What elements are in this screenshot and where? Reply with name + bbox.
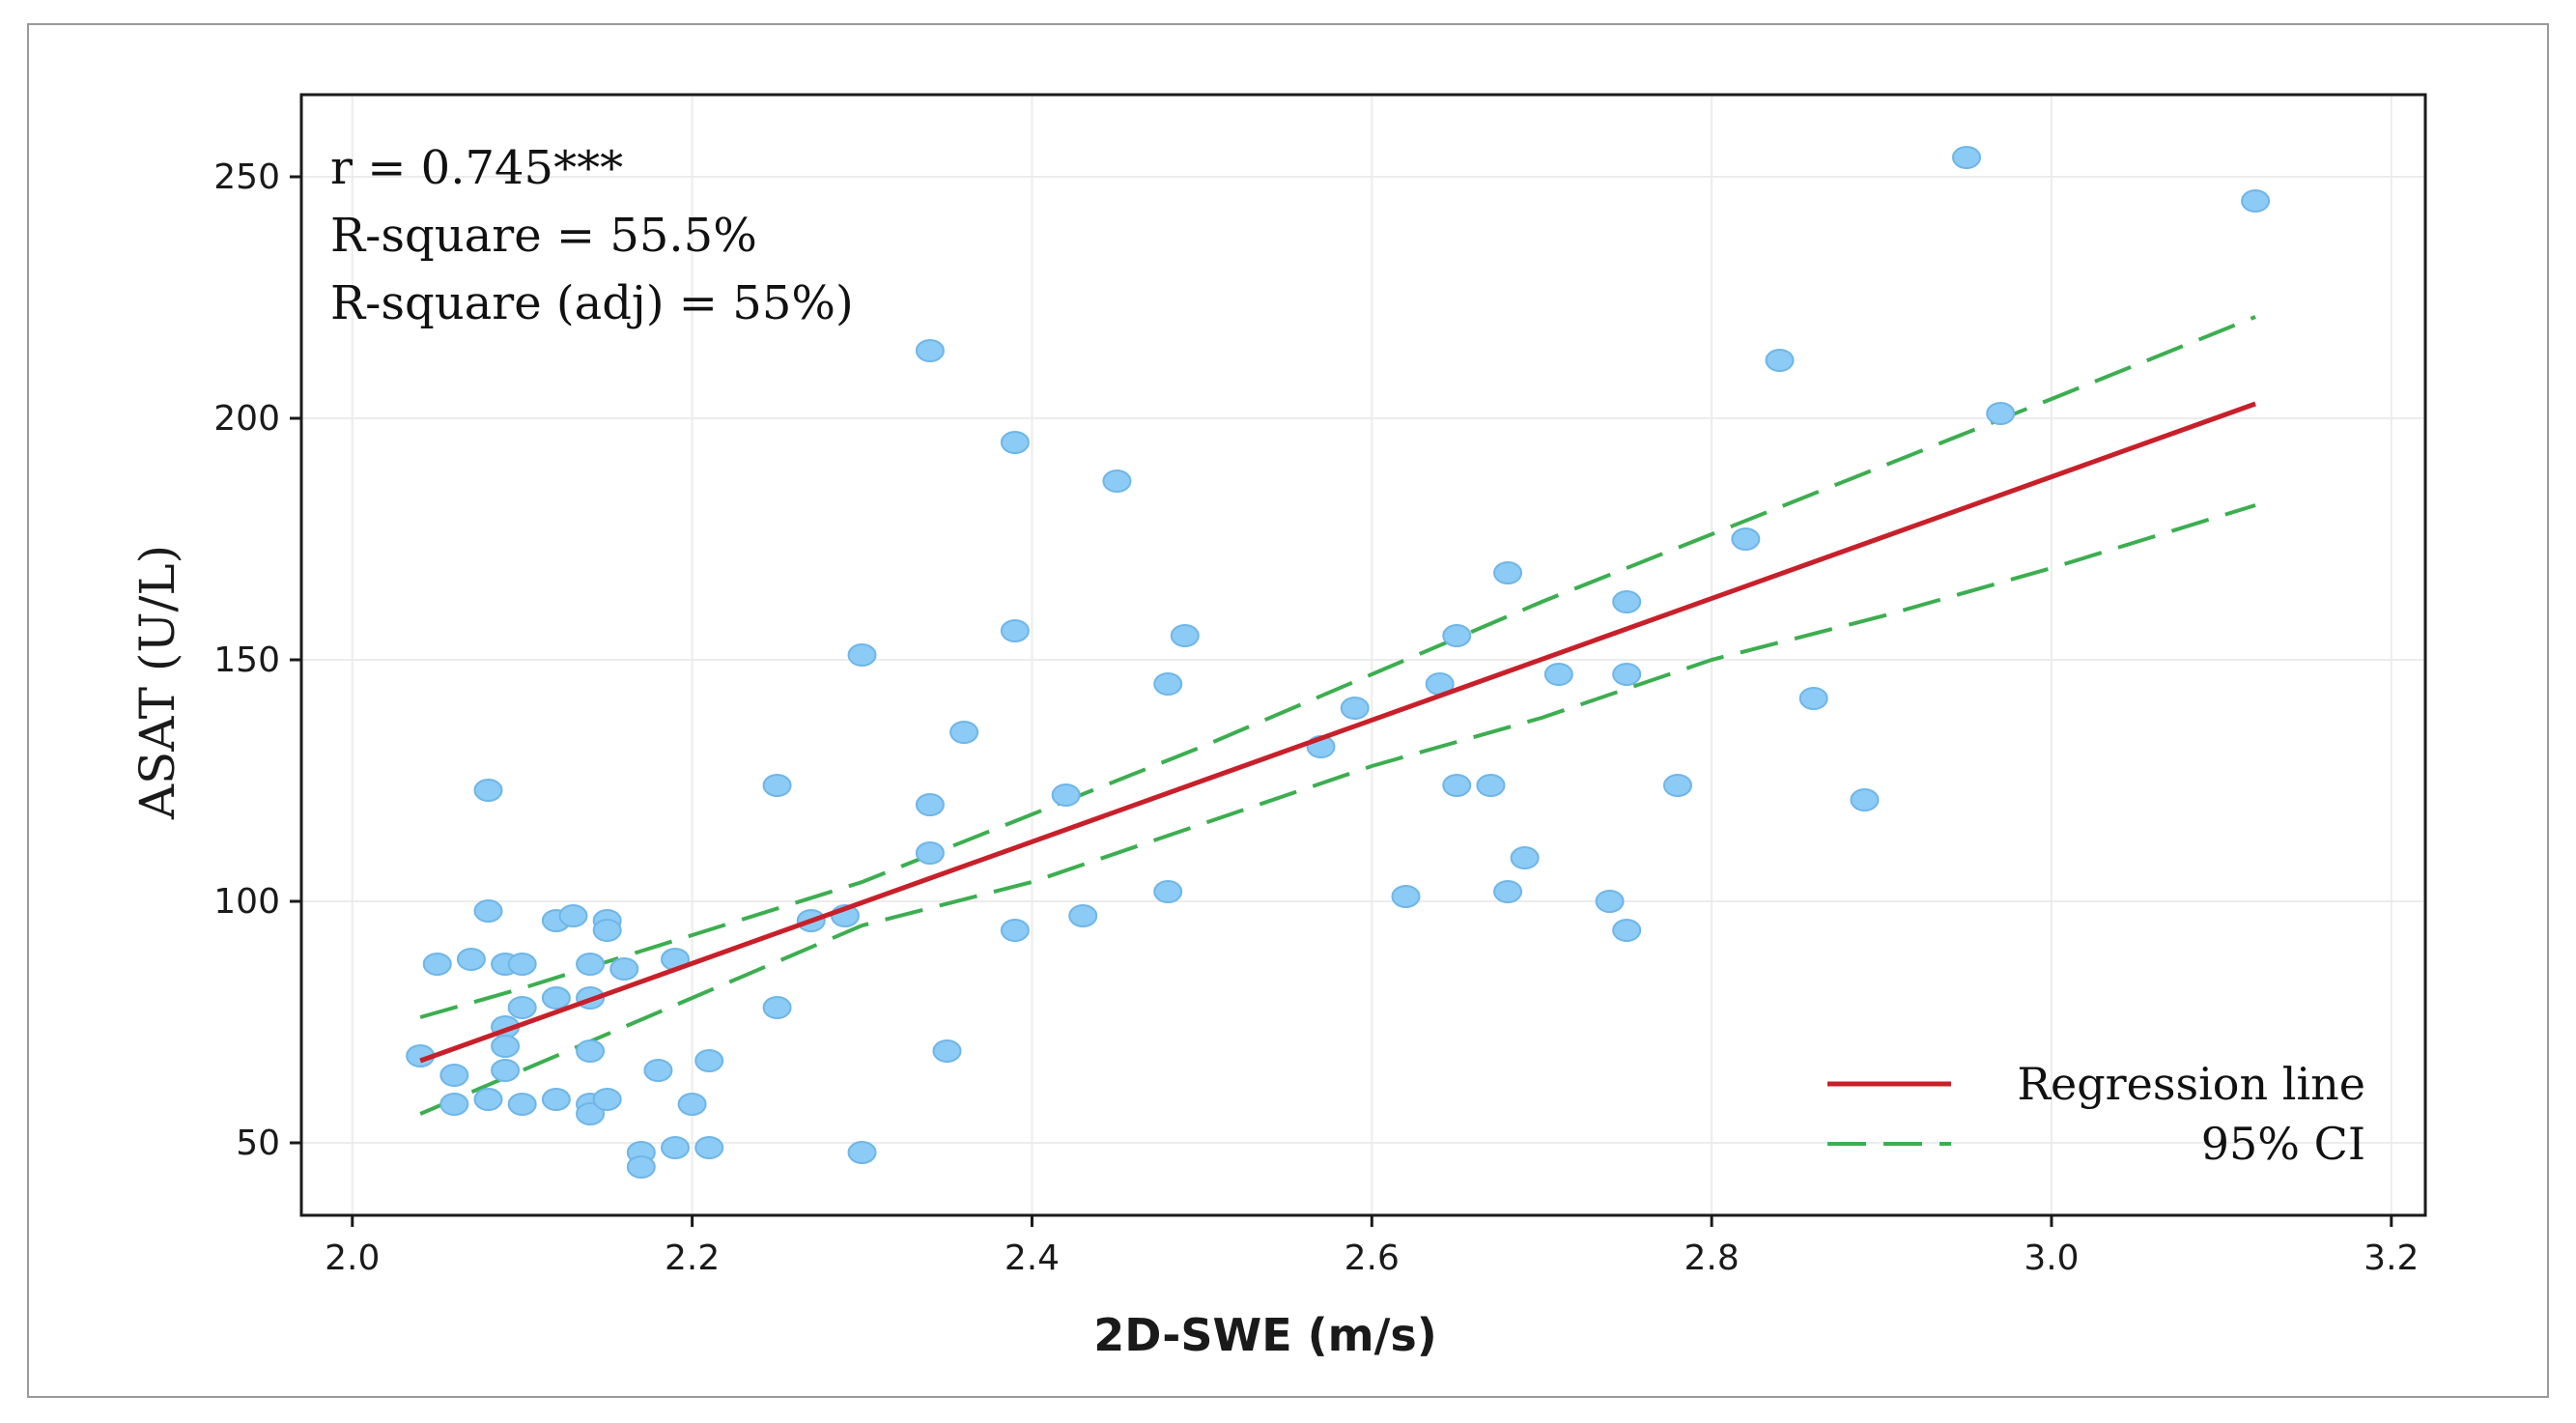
legend: Regression line 95% CI bbox=[1827, 1058, 2365, 1170]
data-point bbox=[592, 919, 622, 942]
data-point bbox=[1612, 590, 1642, 613]
legend-regression-label: Regression line bbox=[2017, 1058, 2365, 1110]
x-axis-title: 2D-SWE (m/s) bbox=[1093, 1309, 1437, 1361]
data-point bbox=[576, 1102, 606, 1125]
data-point bbox=[1493, 880, 1523, 903]
y-tick-label: 200 bbox=[213, 399, 280, 439]
data-point bbox=[1986, 402, 2016, 425]
data-point bbox=[915, 339, 945, 362]
y-tick-label: 100 bbox=[213, 882, 280, 922]
figure-frame: 2.0 2.2 2.4 2.6 2.8 3.0 3.2 50 100 150 200 250 2D-S… bbox=[27, 23, 2549, 1398]
data-point bbox=[609, 957, 639, 981]
scatter-chart: 2.0 2.2 2.4 2.6 2.8 3.0 3.2 50 100 150 200 250 2D-S… bbox=[129, 93, 2427, 1361]
x-tick-label: 2.6 bbox=[1345, 1238, 1400, 1278]
legend-ci-label: 95% CI bbox=[2201, 1118, 2365, 1170]
regression-layer bbox=[419, 401, 2256, 1064]
data-point bbox=[439, 1064, 469, 1087]
data-point bbox=[422, 953, 452, 976]
data-point bbox=[541, 986, 571, 1010]
data-point bbox=[694, 1136, 724, 1159]
x-tick-label: 2.0 bbox=[325, 1238, 380, 1278]
data-point bbox=[456, 948, 486, 971]
y-tick-label: 50 bbox=[236, 1124, 280, 1163]
regression-line bbox=[419, 401, 2256, 1064]
data-point bbox=[1170, 624, 1200, 647]
data-point bbox=[1850, 788, 1880, 811]
data-point bbox=[1765, 349, 1795, 372]
x-tick-label: 3.2 bbox=[2364, 1238, 2419, 1278]
data-point bbox=[847, 643, 877, 667]
data-point bbox=[1391, 885, 1421, 908]
data-point bbox=[1153, 880, 1183, 903]
data-point bbox=[677, 1093, 707, 1116]
data-point bbox=[949, 721, 979, 744]
stat-r: r = 0.745*** bbox=[330, 141, 623, 195]
data-point bbox=[1662, 774, 1692, 797]
data-point bbox=[576, 953, 606, 976]
data-point bbox=[1153, 672, 1183, 696]
data-point bbox=[1612, 663, 1642, 686]
data-point bbox=[915, 841, 945, 865]
data-point bbox=[661, 1136, 691, 1159]
data-point bbox=[643, 1059, 673, 1082]
data-point bbox=[592, 1088, 622, 1111]
data-point bbox=[626, 1155, 656, 1179]
data-point bbox=[439, 1093, 469, 1116]
data-point bbox=[694, 1049, 724, 1072]
grid-layer bbox=[301, 95, 2425, 1215]
x-tick-label: 3.0 bbox=[2024, 1238, 2079, 1278]
data-point bbox=[1442, 774, 1472, 797]
ticks-layer: 2.0 2.2 2.4 2.6 2.8 3.0 3.2 50 100 150 200 250 bbox=[213, 157, 2419, 1278]
data-point bbox=[1000, 431, 1030, 454]
data-point bbox=[1612, 919, 1642, 942]
plot-area bbox=[299, 93, 2427, 1217]
data-point bbox=[1510, 846, 1540, 869]
data-point bbox=[576, 1039, 606, 1063]
data-point bbox=[915, 793, 945, 816]
data-point bbox=[1543, 663, 1573, 686]
stat-r-square: R-square = 55.5% bbox=[330, 209, 757, 263]
y-tick-label: 150 bbox=[213, 640, 280, 680]
data-point bbox=[762, 774, 792, 797]
data-point bbox=[491, 1059, 521, 1082]
data-point bbox=[473, 899, 503, 923]
data-point bbox=[1493, 561, 1523, 584]
data-point bbox=[1595, 890, 1625, 913]
data-point bbox=[558, 904, 588, 927]
data-point bbox=[1731, 527, 1761, 551]
ci-lower-line bbox=[419, 503, 2256, 1116]
data-point bbox=[491, 1035, 521, 1058]
data-point bbox=[1798, 687, 1828, 710]
y-tick-label: 250 bbox=[213, 157, 280, 197]
data-point bbox=[1340, 697, 1370, 720]
data-point bbox=[847, 1141, 877, 1164]
ci-upper-line bbox=[419, 315, 2256, 1019]
data-point bbox=[507, 1093, 537, 1116]
data-point bbox=[762, 996, 792, 1019]
data-point bbox=[1952, 146, 1982, 169]
x-tick-label: 2.8 bbox=[1684, 1238, 1740, 1278]
stat-r-square-adj: R-square (adj) = 55%) bbox=[330, 276, 854, 330]
data-point bbox=[1000, 919, 1030, 942]
data-point bbox=[1000, 619, 1030, 642]
data-point bbox=[1051, 783, 1081, 807]
data-point bbox=[473, 779, 503, 802]
data-point bbox=[507, 996, 537, 1019]
data-point bbox=[1068, 904, 1098, 927]
y-axis-title: ASAT (U/L) bbox=[129, 545, 185, 820]
data-point bbox=[932, 1039, 962, 1063]
ci-layer bbox=[419, 315, 2256, 1116]
data-point bbox=[1102, 470, 1132, 493]
data-point bbox=[541, 1088, 571, 1111]
data-point bbox=[1476, 774, 1506, 797]
data-point bbox=[507, 953, 537, 976]
data-point bbox=[2241, 189, 2271, 213]
x-tick-label: 2.2 bbox=[665, 1238, 720, 1278]
x-tick-label: 2.4 bbox=[1005, 1238, 1060, 1278]
data-point bbox=[473, 1088, 503, 1111]
data-point bbox=[1442, 624, 1472, 647]
